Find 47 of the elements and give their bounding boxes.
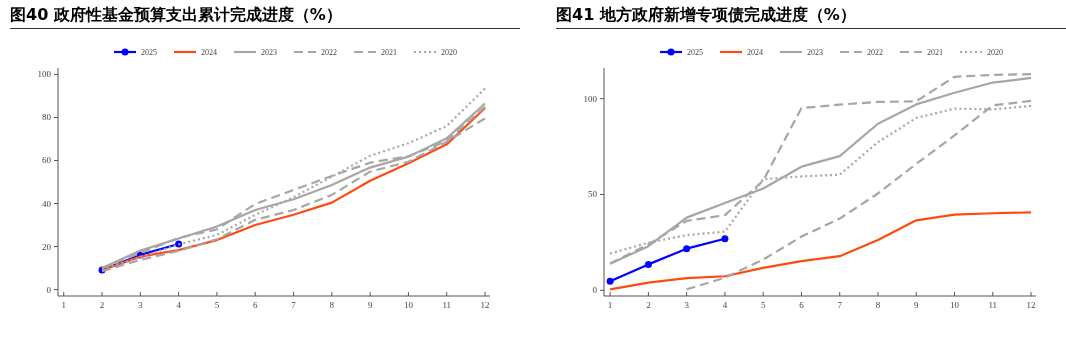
legend-label: 2020 [441, 48, 457, 57]
x-tick-label: 12 [1026, 300, 1036, 310]
x-tick-label: 3 [138, 300, 144, 310]
x-tick-label: 11 [988, 300, 998, 310]
y-tick-label: 100 [583, 93, 598, 104]
legend-label: 2022 [867, 48, 883, 57]
y-tick-label: 60 [42, 155, 52, 166]
legend-label: 2023 [807, 48, 823, 57]
legend-label: 2024 [201, 48, 217, 57]
x-tick-label: 3 [684, 300, 690, 310]
x-tick-label: 2 [646, 300, 651, 310]
x-tick-label: 9 [913, 300, 919, 310]
chart-title: 图41 地方政府新增专项债完成进度（%） [556, 4, 1066, 29]
legend-label: 2025 [687, 48, 703, 57]
legend-label: 2022 [321, 48, 337, 57]
x-tick-label: 8 [329, 300, 335, 310]
x-tick-label: 12 [480, 300, 490, 310]
x-tick-label: 4 [722, 300, 728, 310]
y-tick-label: 0 [592, 285, 598, 296]
y-tick-label: 50 [588, 189, 598, 200]
x-tick-label: 4 [176, 300, 182, 310]
x-tick-label: 10 [403, 300, 414, 310]
legend-label: 2024 [747, 48, 763, 57]
x-tick-label: 7 [837, 300, 843, 310]
x-tick-label: 5 [760, 300, 766, 310]
y-tick-label: 80 [42, 112, 52, 123]
legend-label: 2023 [261, 48, 277, 57]
x-tick-label: 7 [291, 300, 297, 310]
legend-label: 2021 [927, 48, 943, 57]
x-tick-label: 2 [99, 300, 105, 310]
x-tick-label: 1 [607, 300, 613, 310]
x-tick-label: 9 [367, 300, 373, 310]
x-tick-label: 11 [442, 300, 452, 310]
x-tick-label: 6 [799, 300, 805, 310]
x-tick-label: 8 [875, 300, 881, 310]
y-tick-label: 40 [42, 198, 52, 209]
y-tick-label: 0 [46, 284, 52, 295]
x-tick-label: 10 [950, 300, 960, 310]
x-tick-label: 5 [214, 300, 220, 310]
chart-title: 图40 政府性基金预算支出累计完成进度（%） [10, 4, 520, 29]
y-tick-label: 20 [42, 241, 52, 252]
x-tick-label: 1 [61, 300, 66, 310]
x-tick-label: 6 [252, 300, 258, 310]
legend-label: 2021 [381, 48, 397, 57]
y-tick-label: 100 [37, 69, 52, 80]
legend-label: 2025 [141, 48, 157, 57]
legend-label: 2020 [987, 48, 1003, 57]
